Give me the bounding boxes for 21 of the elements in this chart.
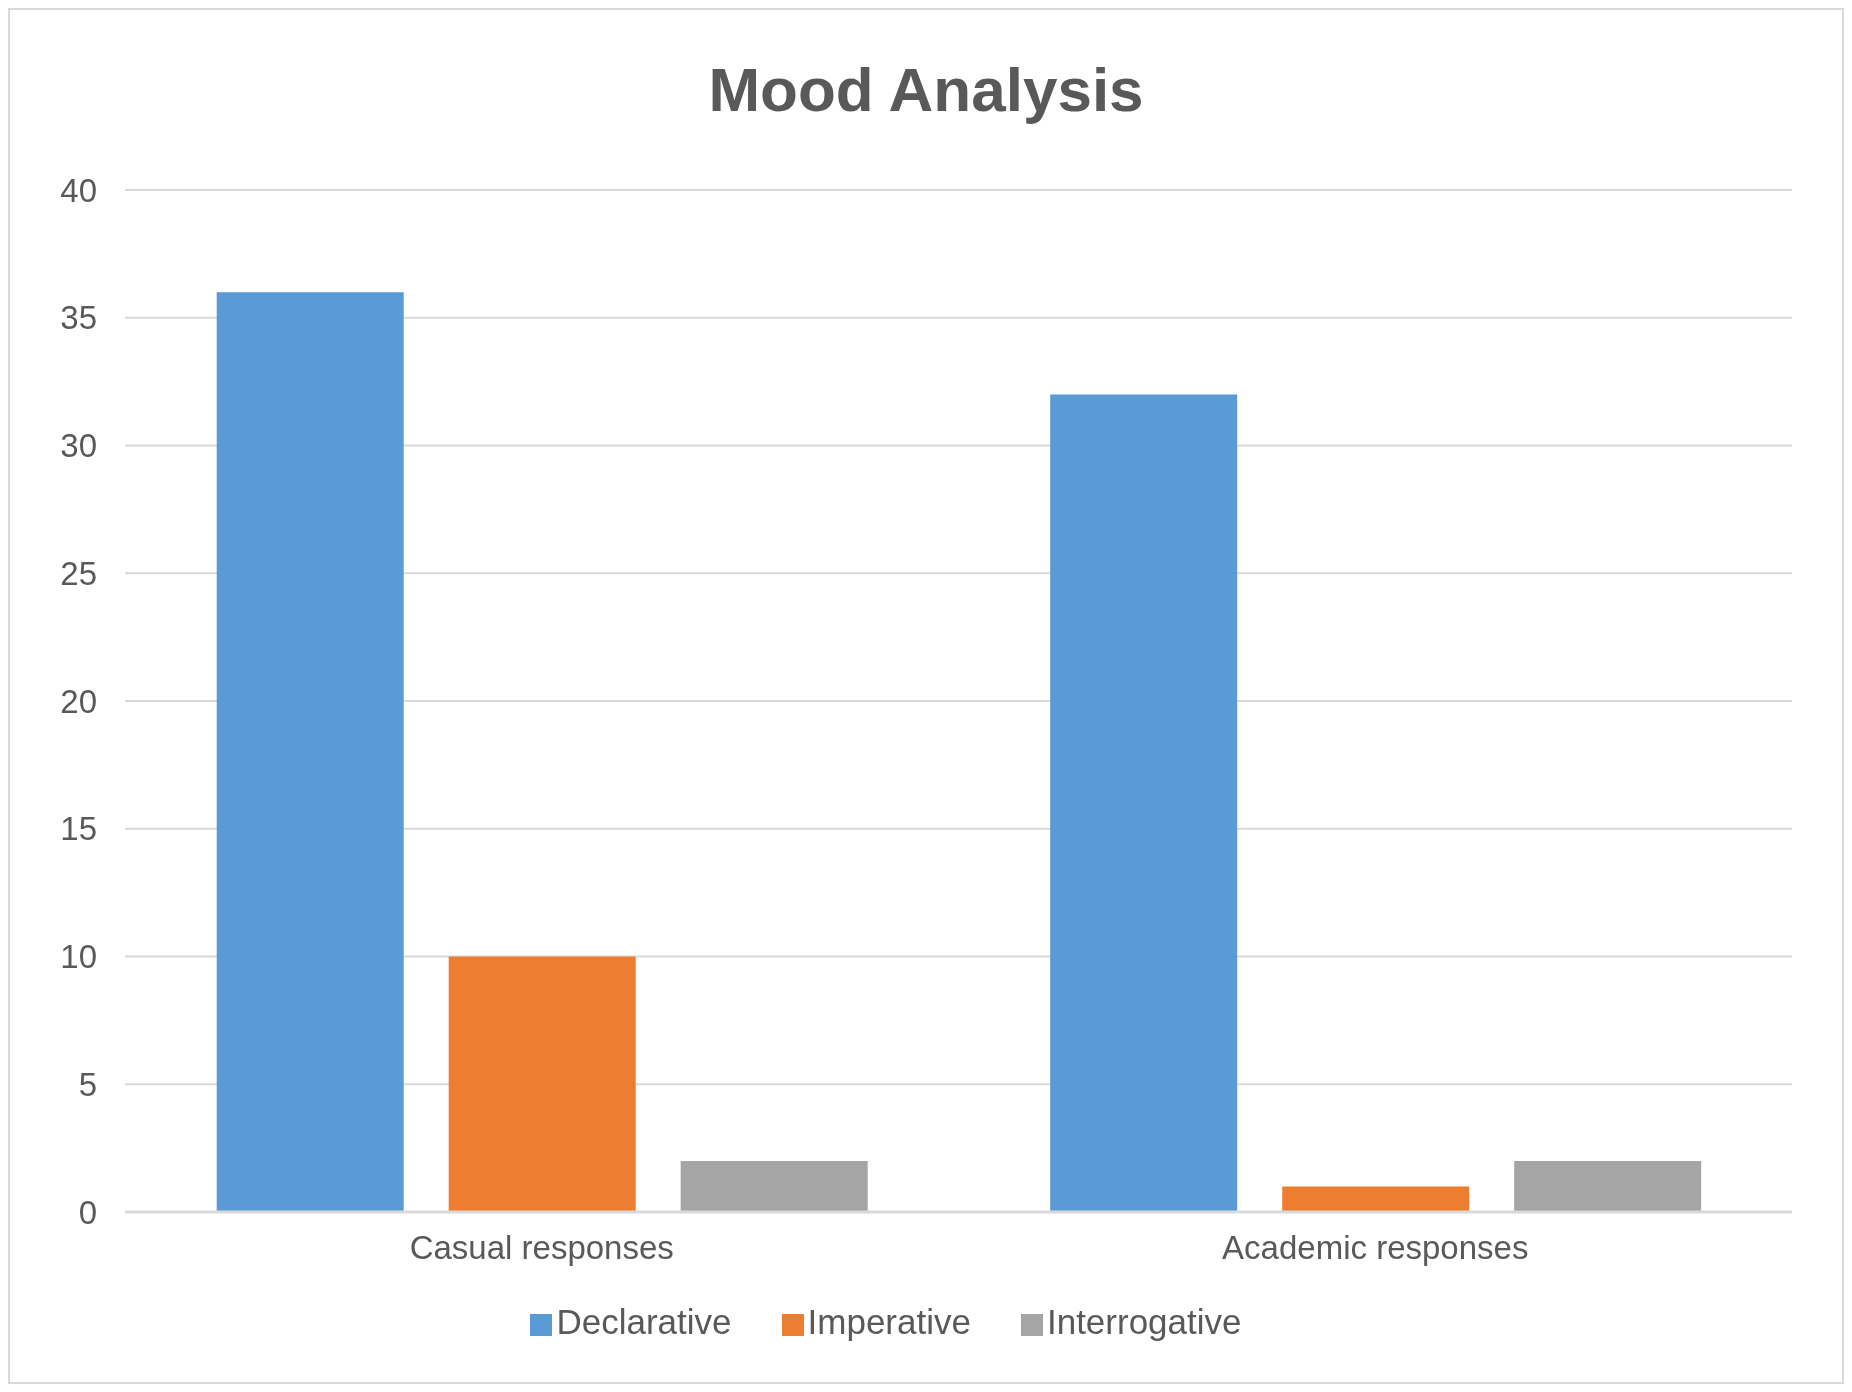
- bar: [448, 956, 636, 1212]
- bar: [1514, 1160, 1702, 1212]
- legend-label: Imperative: [807, 1302, 971, 1341]
- legend-label: Declarative: [556, 1302, 732, 1341]
- bar: [216, 292, 404, 1212]
- y-tick-label: 40: [60, 171, 97, 209]
- y-tick-label: 20: [60, 682, 97, 720]
- y-tick-label: 25: [60, 554, 97, 592]
- y-tick-label: 5: [78, 1065, 97, 1103]
- chart-title: Mood Analysis: [707, 54, 1145, 125]
- y-tick-label: 30: [60, 427, 97, 465]
- y-tick-label: 0: [78, 1193, 97, 1231]
- legend-label: Interrogative: [1046, 1302, 1242, 1341]
- x-tick-label: Academic responses: [1222, 1229, 1529, 1267]
- y-tick-label: 15: [60, 810, 97, 848]
- bar: [1282, 1186, 1470, 1212]
- y-tick-label: 35: [60, 299, 97, 337]
- bar: [1050, 394, 1238, 1212]
- bar: [680, 1160, 868, 1212]
- x-tick-label: Casual responses: [409, 1229, 674, 1267]
- y-tick-label: 10: [60, 938, 97, 976]
